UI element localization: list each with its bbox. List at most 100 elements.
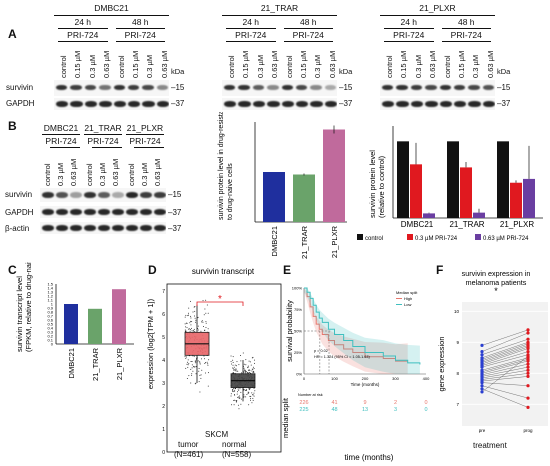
d-point (192, 311, 194, 313)
a-marker-15: –15 (339, 83, 353, 92)
f-pre-point (480, 343, 484, 347)
d-title: survivin transcript (192, 267, 255, 276)
b-row-label: β-actin (5, 224, 30, 233)
b1-tick-label: 21_TRAR (300, 225, 309, 259)
d-normal-label: normal (222, 440, 247, 449)
d-point (205, 322, 207, 324)
b-band (154, 192, 166, 198)
a-survivin-band (281, 85, 293, 90)
b-lane-label: control (43, 163, 52, 186)
d-point (231, 388, 233, 390)
f-pair-line (481, 343, 529, 360)
d-point (200, 374, 202, 376)
d-ytick-label: 4 (162, 358, 165, 364)
e-survival-line (304, 287, 421, 365)
d-point (239, 388, 241, 390)
b2-ylabel-line2: (relative to control) (377, 155, 386, 218)
d-point (245, 388, 247, 390)
d-tumor-n: (N=461) (174, 450, 204, 459)
c-tick-label: 21_TRAR (91, 347, 100, 381)
d-ytick-label: 6 (162, 312, 165, 318)
d-point (240, 391, 242, 393)
d-point (207, 312, 209, 314)
a-lane-label: 0.15 µM (130, 50, 140, 78)
d-point (201, 369, 203, 371)
d-ytick-label: 5 (162, 335, 165, 341)
c-ytick-label: 1 (51, 302, 54, 307)
d-point (247, 391, 249, 393)
b-band (84, 209, 96, 215)
d-point (204, 308, 206, 310)
d-point (191, 360, 193, 362)
d-point (191, 364, 193, 366)
d-point (237, 404, 239, 406)
a-survivin-band (238, 85, 250, 90)
c-ytick-label: 1.3 (47, 290, 53, 295)
e-risk-value: 225 (299, 407, 308, 413)
a-time-label: 24 h (242, 17, 260, 27)
b-band (42, 192, 54, 198)
d-point (187, 328, 189, 330)
d-point (187, 315, 189, 317)
f-prog-point (526, 328, 530, 332)
d-point (188, 328, 190, 330)
a-drug-line (283, 41, 333, 42)
d-point (253, 395, 255, 397)
d-point (236, 400, 238, 402)
d-point (197, 316, 199, 318)
d-point (250, 364, 252, 366)
d-point (198, 381, 200, 383)
f-pair-line (481, 373, 529, 380)
d-point (191, 373, 193, 375)
a-lane-label: 0.63 µM (327, 50, 337, 78)
f-prog-point (526, 350, 530, 354)
e-risk-value: 226 (299, 400, 308, 406)
a-survivin-band (267, 85, 279, 90)
b-blot-strip (40, 206, 166, 218)
d-point (232, 390, 234, 392)
d-point (251, 392, 253, 394)
a-marker-37: –37 (339, 99, 353, 108)
d-point (232, 367, 234, 369)
b-marker: –37 (168, 208, 182, 217)
a-lane-label: 0.63 µM (270, 50, 280, 78)
d-point (184, 329, 186, 331)
f-ytick-label: 10 (454, 309, 460, 314)
f-pair-line (481, 339, 529, 355)
c-ylabel-line1: survivin transcript level (15, 276, 24, 352)
d-point (186, 363, 188, 365)
d-point (237, 370, 239, 372)
d-point (233, 404, 235, 406)
d-point (207, 364, 209, 366)
a-gapdh-band (113, 101, 126, 107)
d-point (190, 317, 192, 319)
d-point (252, 397, 254, 399)
f-prog-point (526, 331, 530, 335)
d-point (230, 355, 232, 357)
a-lane-label: 0.63 µM (428, 50, 438, 78)
f-pair-line (481, 360, 529, 374)
d-point (185, 357, 187, 359)
e-survival-line (304, 287, 408, 362)
b-band (70, 192, 82, 198)
d-point (187, 314, 189, 316)
d-point (193, 328, 195, 330)
a-lane-label: control (385, 55, 394, 78)
a-group-title: DMBC21 (94, 3, 129, 13)
d-point (250, 395, 252, 397)
f-xtick-label: pre (479, 428, 486, 433)
d-point (194, 305, 196, 307)
a-marker-37: –37 (497, 99, 511, 108)
a-lane-label: 0.15 µM (456, 50, 466, 78)
e-xtick-label: 200 (362, 376, 369, 381)
d-point (193, 366, 195, 368)
d-point (187, 312, 189, 314)
f-xlabel: treatment (473, 441, 507, 450)
c-ytick-label: 0.4 (47, 326, 53, 331)
d-point (254, 390, 256, 392)
b2-bar (410, 164, 422, 218)
d-point (194, 383, 196, 385)
d-point (236, 401, 238, 403)
b2-bar (510, 182, 522, 218)
panel-b-ratio-chart: survivin protein level in drug-resistant… (218, 112, 347, 259)
